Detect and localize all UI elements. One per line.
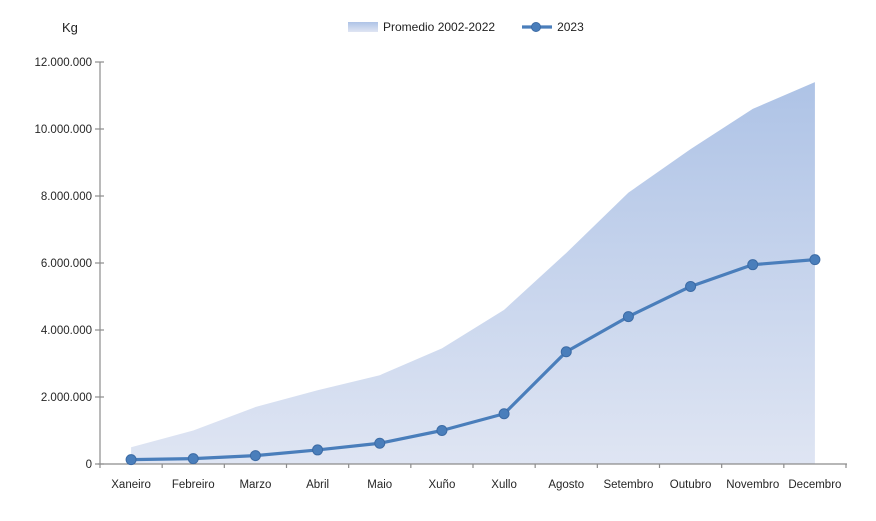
data-point-2023-novembro [747,259,759,271]
data-point-2023-xullo [498,408,510,420]
data-point-2023-maio [374,437,386,449]
y-tick-label: 12.000.000 [34,57,92,69]
y-tick-label: 4.000.000 [41,325,92,337]
data-point-2023-setembro [622,311,634,323]
x-axis-label: Setembro [603,479,653,491]
y-tick-label: 10.000.000 [34,124,92,136]
legend-item-promedio: Promedio 2002-2022 [348,20,495,34]
x-axis-label: Novembro [726,479,779,491]
x-axis-label: Agosto [548,479,584,491]
legend: Promedio 2002-2022 2023 [348,20,584,34]
y-axis-title: Kg [62,20,78,35]
line-marker-sample-icon [522,22,553,32]
x-axis-label: Febreiro [172,479,215,491]
area-series-swatch [348,22,378,32]
y-tick-label: 0 [86,459,92,471]
area-series-promedio-2002-2022 [131,82,815,464]
legend-marker-icon [531,22,542,32]
legend-item-2023: 2023 [521,20,584,34]
legend-label-2023: 2023 [557,20,584,34]
data-point-2023-marzo [249,450,261,462]
y-tick-label: 6.000.000 [41,258,92,270]
x-axis-label: Outubro [670,479,712,491]
data-point-2023-agosto [560,346,572,358]
data-point-2023-xaneiro [125,454,137,466]
x-axis-label: Xaneiro [111,479,151,491]
data-point-2023-febreiro [187,453,199,465]
data-point-2023-xuño [436,425,448,436]
data-point-2023-decembro [809,254,821,266]
x-axis-label: Marzo [239,479,271,491]
x-axis-label: Xuño [428,479,455,491]
x-axis-label: Decembro [788,479,841,491]
legend-label-promedio: Promedio 2002-2022 [383,20,496,34]
line-series-2023 [129,258,817,462]
data-point-2023-abril [312,444,324,456]
x-axis-label: Xullo [491,479,517,491]
x-axis-label: Abril [306,479,329,491]
x-axis-label: Maio [367,479,392,491]
y-tick-label: 2.000.000 [41,392,92,404]
data-point-2023-outubro [685,280,697,292]
y-tick-label: 8.000.000 [41,191,92,203]
